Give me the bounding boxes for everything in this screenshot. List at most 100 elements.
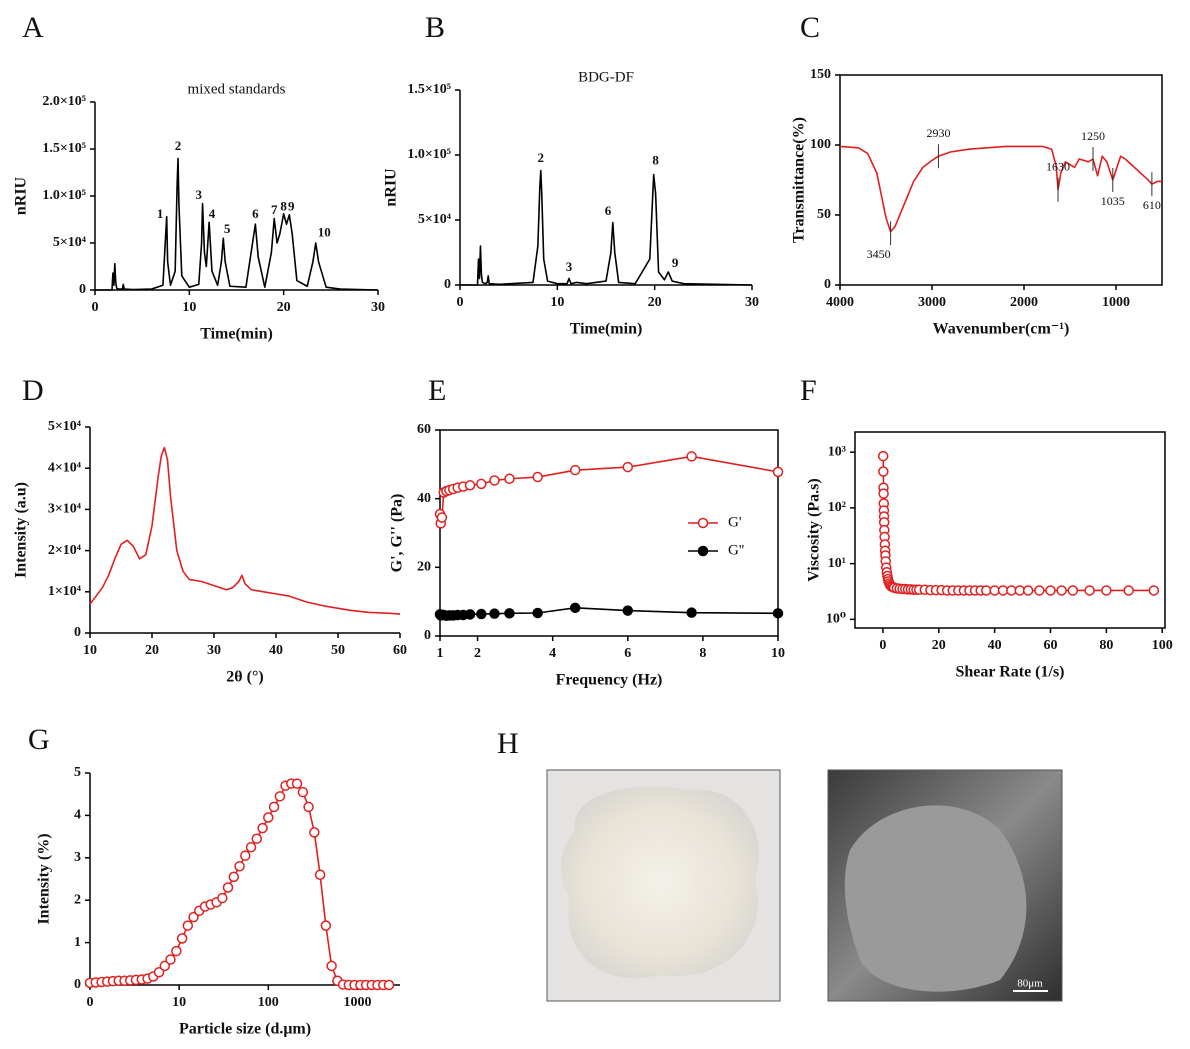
peak-label: 10 — [318, 225, 331, 240]
data-point — [772, 608, 784, 619]
band-label: 2930 — [926, 126, 950, 140]
data-point — [159, 960, 171, 972]
peak-label: 3 — [566, 259, 573, 274]
data-point — [504, 608, 515, 619]
data-point — [1034, 585, 1045, 596]
legend-marker — [697, 517, 709, 529]
peak-label: 5 — [224, 221, 231, 236]
data-point — [622, 605, 634, 616]
y-tick-label: 10¹ — [828, 556, 846, 571]
y-tick-label: 0 — [824, 277, 831, 292]
x-tick-label: 2000 — [1010, 295, 1038, 310]
x-tick-label: 6 — [624, 646, 631, 661]
data-point — [569, 464, 581, 476]
data-point — [877, 450, 889, 462]
data-point — [476, 478, 487, 490]
data-point — [171, 945, 182, 957]
peak-label: 8 — [280, 198, 287, 213]
band-label: 1630 — [1046, 160, 1070, 174]
y-tick-label: 1×10⁴ — [48, 584, 82, 599]
x-tick-label: 30 — [207, 643, 221, 658]
y-axis-label: G', G'' (Pa) — [389, 494, 406, 573]
y-tick-label: 5×10⁴ — [418, 212, 452, 227]
x-tick-label: 20 — [648, 295, 662, 310]
peak-label: 2 — [538, 150, 545, 165]
y-tick-label: 4×10⁴ — [48, 460, 82, 475]
data-point — [489, 608, 500, 619]
data-point — [504, 473, 515, 485]
y-tick-label: 3 — [74, 850, 81, 865]
data-point — [182, 920, 194, 931]
x-tick-label: 10 — [182, 300, 196, 315]
x-axis-label: Time(min) — [570, 321, 643, 338]
data-point — [532, 607, 543, 619]
data-point — [309, 827, 320, 838]
band-label: 1250 — [1081, 129, 1105, 143]
y-tick-label: 1.5×10⁵ — [42, 141, 86, 156]
x-tick-label: 40 — [988, 638, 1002, 653]
peak-label: 1 — [157, 206, 164, 221]
band-label: 1035 — [1101, 194, 1125, 208]
peak-label: 4 — [209, 206, 216, 221]
data-point — [1067, 585, 1079, 596]
x-tick-label: 4000 — [826, 295, 854, 310]
y-tick-label: 40 — [417, 491, 431, 506]
data-point — [222, 882, 234, 893]
data-point — [303, 801, 314, 813]
data-point — [297, 786, 309, 798]
y-tick-label: 5×10⁴ — [48, 419, 82, 434]
data-point — [1101, 585, 1112, 596]
y-axis-label: Intensity (%) — [36, 833, 53, 924]
plot-frame — [839, 74, 1163, 286]
y-tick-label: 2 — [74, 892, 81, 907]
y-axis-label: nRIU — [383, 168, 400, 207]
plot-frame — [854, 431, 1166, 629]
peak-label: 8 — [652, 152, 659, 167]
y-tick-label: 0 — [74, 625, 81, 640]
y-tick-label: 50 — [817, 207, 831, 222]
y-tick-label: 10² — [828, 500, 846, 515]
y-tick-label: 5×10⁴ — [53, 235, 87, 250]
chart-title: BDG-DF — [578, 69, 634, 85]
data-line — [460, 169, 753, 286]
x-tick-label: 20 — [277, 300, 291, 315]
x-axis-label: Shear Rate (1/s) — [955, 664, 1064, 681]
sem-particle — [844, 805, 1027, 992]
x-tick-label: 30 — [745, 295, 759, 310]
x-axis-label: 2θ (°) — [226, 669, 263, 686]
legend-label: G' — [728, 514, 742, 530]
data-point — [320, 920, 332, 931]
y-tick-label: 0 — [74, 977, 81, 992]
y-tick-label: 1.0×10⁵ — [42, 188, 86, 203]
x-tick-label: 10 — [771, 646, 785, 661]
x-axis-label: Time(min) — [200, 326, 273, 343]
y-tick-label: 5 — [74, 765, 81, 780]
data-point — [268, 801, 280, 813]
data-point — [291, 778, 303, 789]
peak-label: 9 — [288, 198, 295, 213]
x-tick-label: 60 — [1043, 638, 1057, 653]
data-line — [89, 782, 390, 986]
data-point — [878, 466, 889, 477]
data-point — [383, 979, 395, 991]
x-tick-label: 10 — [83, 643, 97, 658]
data-point — [772, 466, 784, 478]
data-point — [436, 512, 448, 523]
x-tick-label: 1000 — [343, 995, 371, 1010]
band-label: 3450 — [867, 247, 891, 261]
data-point — [464, 609, 476, 620]
data-point — [245, 841, 257, 853]
peak-label: 3 — [196, 187, 203, 202]
y-tick-label: 2.0×10⁵ — [42, 94, 86, 109]
x-tick-label: 20 — [145, 643, 159, 658]
y-tick-label: 10⁰ — [826, 612, 846, 627]
peak-label: 6 — [605, 203, 612, 218]
panel-letter: C — [800, 11, 820, 44]
data-point — [686, 451, 697, 462]
data-point — [532, 471, 543, 483]
x-tick-label: 80 — [1099, 638, 1113, 653]
data-point — [251, 833, 263, 844]
panel-letter: B — [425, 11, 445, 44]
x-tick-label: 0 — [879, 638, 886, 653]
x-tick-label: 8 — [699, 646, 706, 661]
